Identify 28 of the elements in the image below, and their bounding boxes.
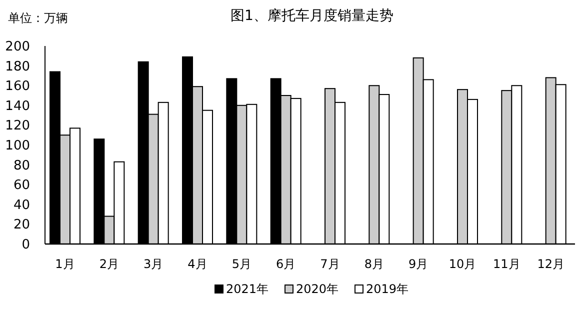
y-tick-label: 40 <box>13 198 30 213</box>
x-tick-label: 6月 <box>276 257 296 271</box>
y-tick-label: 60 <box>13 178 30 194</box>
x-tick-label: 7月 <box>320 257 340 271</box>
y-tick-label: 0 <box>22 238 30 252</box>
x-tick-label: 9月 <box>408 257 428 271</box>
y-tick-label: 120 <box>5 118 30 134</box>
y-tick-label: 200 <box>5 40 30 54</box>
x-tick-label: 4月 <box>188 257 208 271</box>
x-tick-label: 1月 <box>55 257 75 271</box>
x-tick-label: 5月 <box>232 257 252 271</box>
x-tick-label: 2月 <box>99 257 119 271</box>
chart-title: 图1、摩托车月度销量走势 <box>230 8 394 24</box>
y-tick-label: 140 <box>5 98 30 114</box>
x-tick-label: 12月 <box>537 257 564 271</box>
x-tick-label: 3月 <box>144 257 164 271</box>
y-tick-label: 100 <box>5 138 30 154</box>
y-tick-label: 20 <box>13 218 30 233</box>
y-tick-label: 160 <box>5 79 30 94</box>
x-tick-label: 10月 <box>448 257 476 271</box>
legend-label: 2020年 <box>296 282 339 296</box>
y-axis-title: 单位：万辆 <box>8 11 68 25</box>
x-tick-label: 11月 <box>493 257 520 271</box>
legend-label: 2021年 <box>226 282 269 296</box>
y-tick-label: 80 <box>13 158 30 174</box>
legend-label: 2019年 <box>366 282 409 296</box>
x-tick-label: 8月 <box>364 257 384 271</box>
y-tick-label: 180 <box>5 59 30 74</box>
